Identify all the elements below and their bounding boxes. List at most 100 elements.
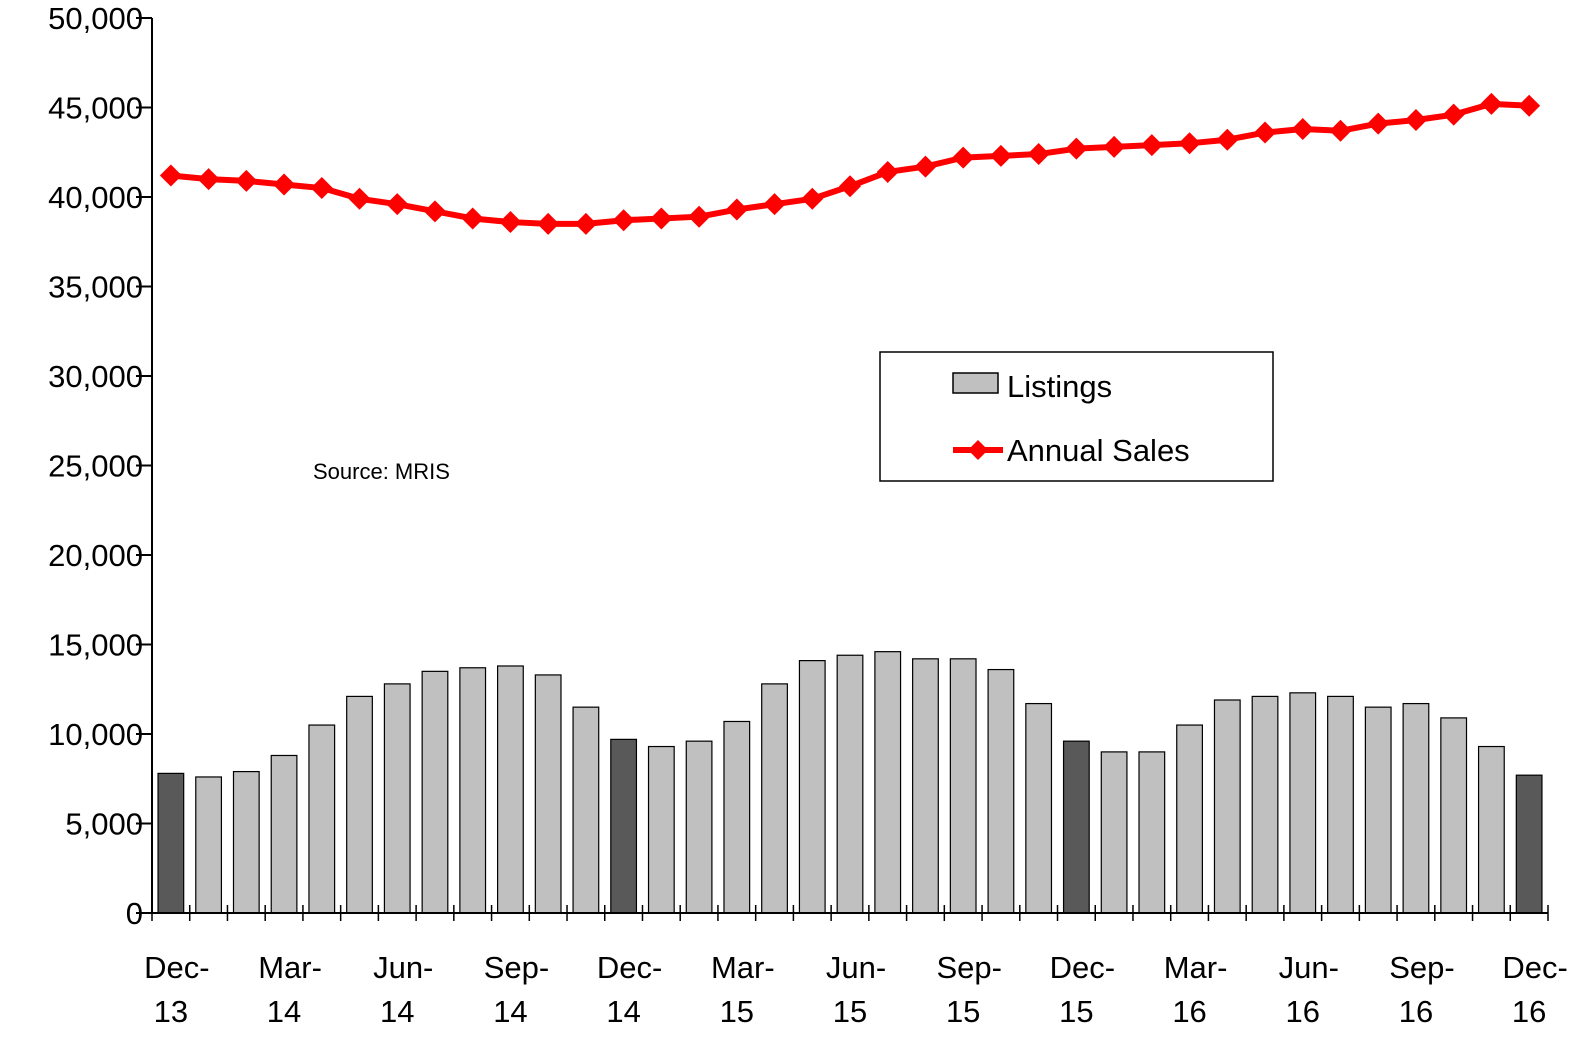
listings-bar: [949, 658, 977, 914]
listings-bar: [572, 706, 600, 914]
annual-sales-point: [574, 212, 597, 235]
legend: Listings Annual Sales: [879, 351, 1274, 482]
listings-bar: [1100, 751, 1128, 914]
x-tick-label-month: Mar-: [258, 950, 322, 985]
listings-bar: [610, 738, 638, 914]
annual-sales-point: [159, 164, 182, 187]
annual-sales-point: [1103, 135, 1126, 158]
annual-sales-point: [1367, 112, 1390, 135]
annual-sales-line: [159, 92, 1541, 235]
annual-sales-point: [235, 169, 258, 192]
listings-bar: [157, 772, 185, 914]
annual-sales-point: [310, 177, 333, 200]
legend-sales-marker: [968, 440, 988, 460]
annual-sales-point: [1291, 117, 1314, 140]
x-tick-label-year: 14: [493, 994, 527, 1029]
x-tick-label-year: 13: [154, 994, 188, 1029]
annual-sales-point: [612, 209, 635, 232]
x-tick-label-year: 15: [1059, 994, 1093, 1029]
x-tick-label-month: Jun-: [1279, 950, 1339, 985]
annual-sales-point: [1178, 132, 1201, 155]
listings-bar: [534, 674, 562, 914]
listings-bar: [761, 683, 788, 914]
y-tick-label: 5,000: [65, 807, 143, 842]
annual-sales-point: [688, 205, 711, 228]
x-tick-label-year: 16: [1512, 994, 1546, 1029]
listings-bar: [459, 667, 487, 914]
y-tick-label: 50,000: [48, 1, 143, 36]
x-tick-label-month: Jun-: [373, 950, 433, 985]
x-tick-label-month: Jun-: [826, 950, 886, 985]
x-tick-label-month: Mar-: [1164, 950, 1228, 985]
y-tick-label: 30,000: [48, 359, 143, 394]
annual-sales-point: [348, 187, 371, 210]
x-tick-label-month: Dec-: [1502, 950, 1567, 985]
annual-sales-point: [1480, 92, 1503, 115]
listings-bar: [308, 724, 336, 914]
x-tick-label-year: 15: [720, 994, 754, 1029]
legend-listings-label: Listings: [1007, 369, 1112, 404]
x-tick-label-year: 15: [833, 994, 867, 1029]
listings-bar: [1327, 695, 1354, 914]
y-tick-label: 20,000: [48, 538, 143, 573]
listings-bar: [1138, 751, 1166, 914]
annual-sales-point: [914, 155, 937, 178]
annual-sales-point: [1518, 94, 1541, 117]
x-tick-label-month: Dec-: [144, 950, 209, 985]
annual-sales-path: [170, 100, 1530, 227]
annual-sales-point: [1027, 143, 1050, 166]
annual-sales-point: [839, 175, 861, 198]
annual-sales-point: [1216, 128, 1239, 151]
annual-sales-point: [1329, 119, 1352, 142]
annual-sales-point: [763, 193, 786, 216]
listings-bar: [1213, 699, 1241, 914]
listings-bar: [270, 754, 298, 914]
listings-bar: [874, 651, 902, 914]
listings-bar: [421, 670, 449, 914]
y-axis-ticks: 0 5,000 10,000 15,000 20,000 25,000 30,000 35,0…: [48, 1, 152, 931]
listings-bar: [1062, 740, 1090, 914]
legend-sales-label: Annual Sales: [1007, 433, 1190, 468]
legend-listings-swatch: [952, 372, 999, 394]
x-tick-label-month: Sep-: [936, 950, 1001, 985]
annual-sales-point: [650, 207, 673, 230]
legend-box: [879, 351, 1274, 482]
listings-bar: [232, 770, 260, 914]
annual-sales-point: [423, 200, 446, 223]
annual-sales-point: [499, 211, 522, 234]
annual-sales-point: [1442, 103, 1465, 126]
annual-sales-point: [1140, 134, 1163, 157]
x-tick-label-year: 16: [1399, 994, 1433, 1029]
listings-bar: [1477, 745, 1505, 914]
source-annotation: Source: MRIS: [313, 459, 450, 484]
x-tick-label-month: Sep-: [1389, 950, 1454, 985]
annual-sales-point: [1065, 137, 1088, 160]
x-tick-label-month: Dec-: [1050, 950, 1115, 985]
x-tick-label-year: 14: [267, 994, 301, 1029]
listings-bars: [157, 651, 1543, 914]
annual-sales-point: [952, 146, 975, 169]
y-tick-label: 35,000: [48, 270, 143, 305]
x-tick-label-year: 15: [946, 994, 980, 1029]
y-tick-label: 40,000: [48, 180, 143, 215]
listings-bar: [383, 683, 411, 914]
y-tick-label: 0: [126, 896, 143, 931]
listings-bar: [1515, 774, 1543, 914]
x-tick-label-year: 16: [1172, 994, 1206, 1029]
annual-sales-point: [273, 173, 296, 196]
x-tick-label-year: 16: [1286, 994, 1320, 1029]
listings-bar: [1289, 692, 1317, 914]
x-tick-label-month: Dec-: [597, 950, 662, 985]
listings-bar: [647, 745, 675, 914]
listings-bar: [685, 740, 713, 914]
annual-sales-point: [1254, 121, 1277, 144]
listings-bar: [195, 776, 223, 914]
listings-bar: [346, 695, 373, 914]
listings-bar: [723, 720, 751, 914]
annual-sales-point: [725, 198, 748, 221]
annual-sales-point: [386, 193, 409, 216]
y-tick-label: 25,000: [48, 449, 143, 484]
listings-bar: [798, 660, 826, 914]
listings-bar: [987, 668, 1015, 914]
